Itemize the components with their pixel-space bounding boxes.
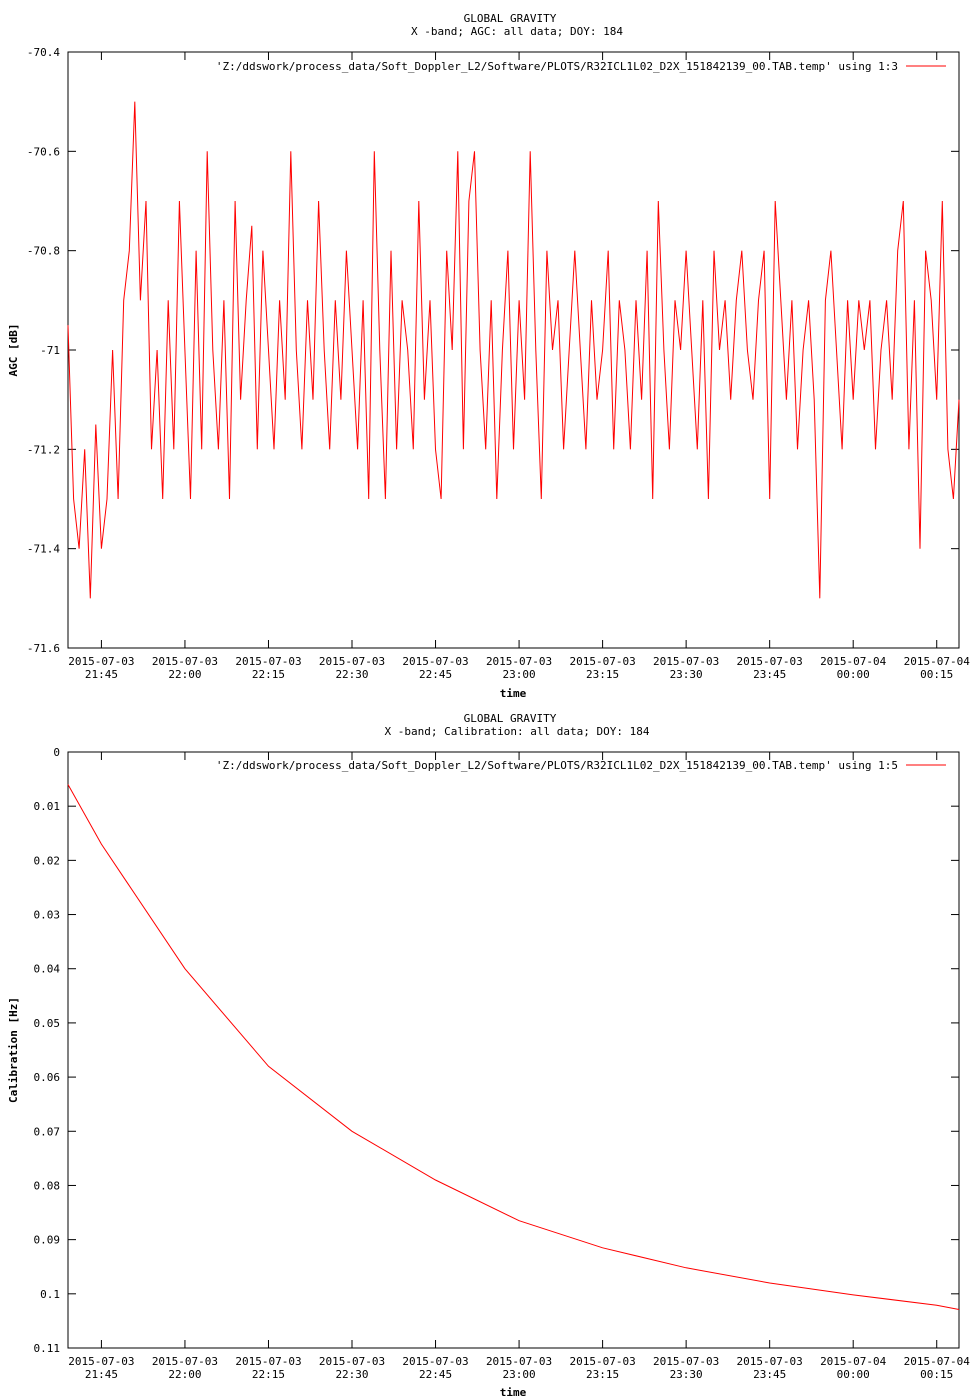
agc-series-line [67,101,960,599]
x-tick-label-time: 22:30 [335,1368,368,1381]
calibration-chart: GLOBAL GRAVITY X -band; Calibration: all… [7,712,970,1399]
x-tick-label-date: 2015-07-03 [402,655,468,668]
x-tick-label-date: 2015-07-03 [319,655,385,668]
y-tick-label: 0.02 [34,854,61,867]
x-tick-label-date: 2015-07-03 [486,1355,552,1368]
x-tick-label-date: 2015-07-03 [737,1355,803,1368]
x-tick-label-date: 2015-07-03 [402,1355,468,1368]
y-tick-label: 0.01 [34,800,61,813]
x-tick-label-time: 22:45 [419,1368,452,1381]
x-tick-label-time: 23:00 [503,1368,536,1381]
agc-chart-title: GLOBAL GRAVITY [464,12,557,25]
x-tick-label-time: 23:00 [503,668,536,681]
x-tick-label-time: 22:00 [168,1368,201,1381]
x-tick-label-date: 2015-07-04 [904,1355,971,1368]
agc-legend-label: 'Z:/ddswork/process_data/Soft_Doppler_L2… [216,60,898,73]
x-tick-label-date: 2015-07-03 [68,1355,134,1368]
x-tick-label-time: 23:15 [586,668,619,681]
calibration-y-axis: 0.11 0.1 0.09 0.08 0.07 0.06 0.05 0.04 0.03 0.02 0… [34,746,959,1355]
calibration-series-line [67,784,960,1310]
y-tick-label: 0.08 [34,1179,61,1192]
x-tick-label-time: 23:30 [670,1368,703,1381]
x-tick-label-time: 22:00 [168,668,201,681]
x-tick-label-time: 21:45 [85,1368,118,1381]
agc-chart: GLOBAL GRAVITY X -band; AGC: all data; D… [7,12,970,700]
y-tick-label: -70.4 [27,46,60,59]
calibration-chart-title: GLOBAL GRAVITY [464,712,557,725]
y-tick-label: -71.4 [27,543,60,556]
agc-plot-frame [67,51,960,649]
y-tick-label: 0.03 [34,909,61,922]
x-tick-label-time: 00:15 [920,1368,953,1381]
x-tick-label-date: 2015-07-04 [820,655,887,668]
x-tick-label-date: 2015-07-03 [569,655,635,668]
x-tick-label-time: 00:00 [837,668,870,681]
x-tick-label-time: 22:45 [419,668,452,681]
x-tick-label-date: 2015-07-03 [319,1355,385,1368]
x-tick-label-date: 2015-07-04 [904,655,971,668]
x-tick-label-date: 2015-07-04 [820,1355,887,1368]
y-tick-label: -70.6 [27,145,60,158]
agc-y-axis: -70.4 -70.6 -70.8 -71 -71.2 -71.4 -71.6 [27,46,959,655]
y-tick-label: 0 [53,746,60,759]
calibration-x-axis: 2015-07-0321:452015-07-0322:002015-07-03… [68,752,970,1381]
calibration-legend-label: 'Z:/ddswork/process_data/Soft_Doppler_L2… [216,759,898,772]
x-tick-label-date: 2015-07-03 [152,1355,218,1368]
y-tick-label: 0.04 [34,963,61,976]
x-tick-label-time: 23:45 [753,1368,786,1381]
x-tick-label-date: 2015-07-03 [235,1355,301,1368]
x-tick-label-time: 22:30 [335,668,368,681]
x-tick-label-date: 2015-07-03 [653,655,719,668]
x-tick-label-date: 2015-07-03 [68,655,134,668]
x-tick-label-time: 22:15 [252,1368,285,1381]
x-tick-label-time: 21:45 [85,668,118,681]
calibration-x-axis-label: time [500,1386,527,1399]
calibration-legend: 'Z:/ddswork/process_data/Soft_Doppler_L2… [216,759,946,772]
y-tick-label: 0.1 [40,1288,60,1301]
agc-x-axis: 2015-07-0321:452015-07-0322:002015-07-03… [68,52,970,681]
y-tick-label: 0.09 [34,1234,61,1247]
calibration-plot-frame [67,751,960,1349]
x-tick-label-time: 23:45 [753,668,786,681]
y-tick-label: 0.05 [34,1017,61,1030]
y-tick-label: -71.6 [27,642,60,655]
x-tick-label-date: 2015-07-03 [486,655,552,668]
agc-legend: 'Z:/ddswork/process_data/Soft_Doppler_L2… [216,60,946,73]
x-tick-label-time: 00:00 [837,1368,870,1381]
calibration-y-axis-label: Calibration [Hz] [7,997,20,1103]
y-tick-label: -71.2 [27,443,60,456]
x-tick-label-time: 22:15 [252,668,285,681]
calibration-chart-subtitle: X -band; Calibration: all data; DOY: 184 [385,725,650,738]
y-tick-label: 0.11 [34,1342,61,1355]
agc-y-axis-label: AGC [dB] [7,324,20,377]
x-tick-label-time: 23:15 [586,1368,619,1381]
x-tick-label-date: 2015-07-03 [653,1355,719,1368]
x-tick-label-date: 2015-07-03 [152,655,218,668]
agc-x-axis-label: time [500,687,527,700]
y-tick-label: -71 [40,344,60,357]
x-tick-label-time: 00:15 [920,668,953,681]
y-tick-label: 0.06 [34,1071,61,1084]
y-tick-label: -70.8 [27,245,60,258]
y-tick-label: 0.07 [34,1125,61,1138]
agc-chart-subtitle: X -band; AGC: all data; DOY: 184 [411,25,623,38]
x-tick-label-date: 2015-07-03 [235,655,301,668]
x-tick-label-date: 2015-07-03 [569,1355,635,1368]
x-tick-label-time: 23:30 [670,668,703,681]
x-tick-label-date: 2015-07-03 [737,655,803,668]
